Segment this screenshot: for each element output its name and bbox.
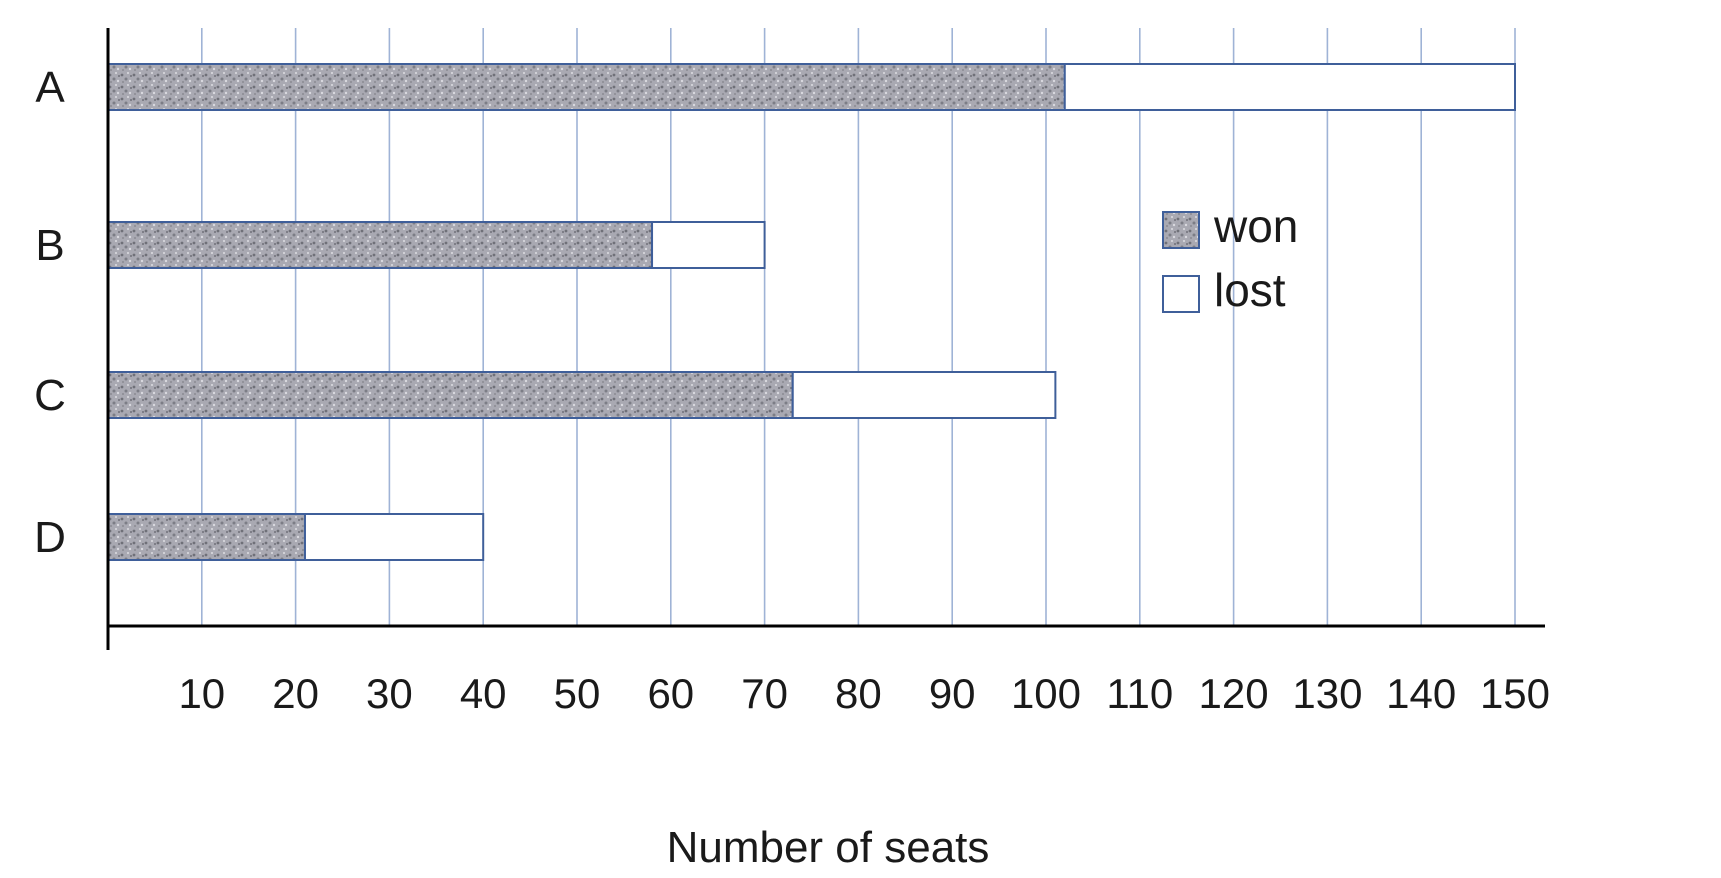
x-tick-label-110: 110 bbox=[1106, 670, 1173, 717]
bars bbox=[107, 63, 1516, 561]
category-label-C: C bbox=[34, 371, 66, 420]
x-tick-label-90: 90 bbox=[929, 670, 976, 717]
legend-label-lost: lost bbox=[1214, 264, 1286, 316]
x-tick-label-150: 150 bbox=[1480, 670, 1550, 717]
bar-B-lost bbox=[651, 221, 766, 269]
x-tick-label-140: 140 bbox=[1386, 670, 1456, 717]
axes bbox=[106, 28, 1545, 650]
x-tick-label-10: 10 bbox=[178, 670, 225, 717]
bar-D-lost bbox=[303, 513, 485, 561]
x-tick-label-80: 80 bbox=[835, 670, 882, 717]
x-axis-title: Number of seats bbox=[667, 823, 990, 872]
x-tick-label-70: 70 bbox=[741, 670, 788, 717]
legend-label-won: won bbox=[1213, 200, 1298, 252]
gridlines bbox=[201, 28, 1516, 626]
legend-swatch-won bbox=[1162, 211, 1200, 249]
x-tick-label-50: 50 bbox=[554, 670, 601, 717]
bar-C-lost bbox=[791, 371, 1057, 419]
category-label-A: A bbox=[35, 63, 65, 112]
x-tick-label-120: 120 bbox=[1199, 670, 1269, 717]
x-tick-label-100: 100 bbox=[1011, 670, 1081, 717]
bar-B-won bbox=[107, 221, 654, 269]
x-tick-label-40: 40 bbox=[460, 670, 507, 717]
x-tick-label-60: 60 bbox=[647, 670, 694, 717]
category-labels: A B C D bbox=[34, 63, 66, 562]
legend: won lost bbox=[1162, 200, 1298, 316]
x-tick-label-30: 30 bbox=[366, 670, 413, 717]
bar-A-won bbox=[107, 63, 1066, 111]
x-tick-label-130: 130 bbox=[1292, 670, 1362, 717]
bar-D-won bbox=[107, 513, 306, 561]
x-tick-labels: 10 20 30 40 50 60 70 80 90 100 110 120 130 140 150 bbox=[178, 670, 1550, 717]
bar-A-lost bbox=[1063, 63, 1516, 111]
bar-C-won bbox=[107, 371, 794, 419]
legend-swatch-lost bbox=[1162, 275, 1200, 313]
x-tick-label-20: 20 bbox=[272, 670, 319, 717]
category-label-D: D bbox=[34, 513, 66, 562]
category-label-B: B bbox=[35, 221, 64, 270]
